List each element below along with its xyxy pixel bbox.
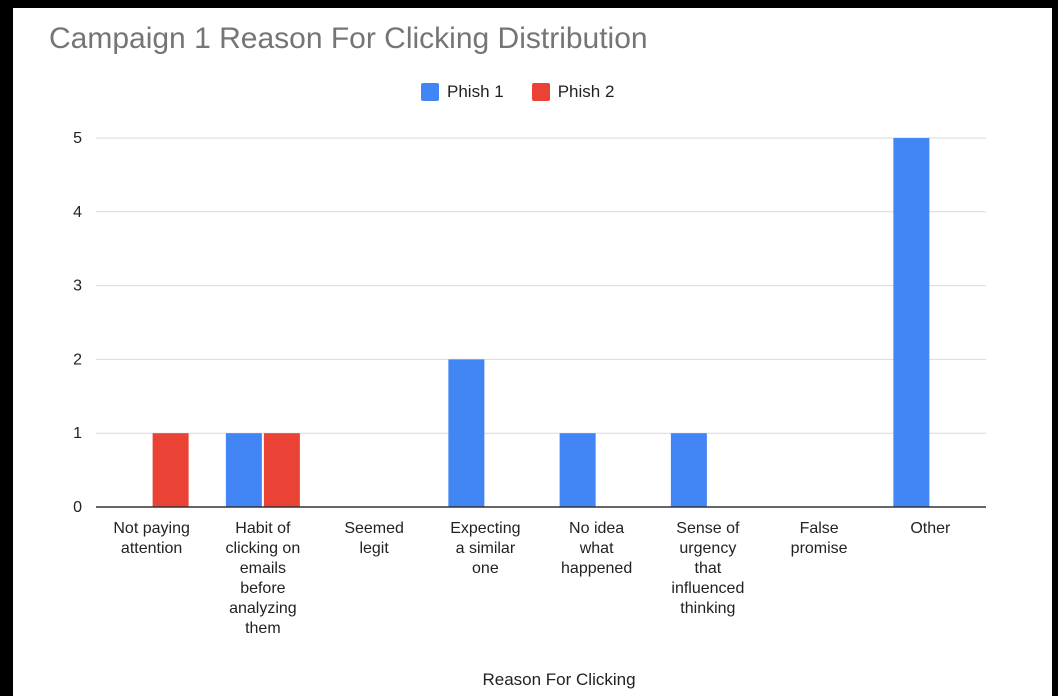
chart-frame: Campaign 1 Reason For Clicking Distribut… xyxy=(13,8,1052,696)
y-tick-label-2: 2 xyxy=(73,351,82,368)
bar-phish-1-cat-1[interactable] xyxy=(225,433,262,507)
legend-swatch-phish-2 xyxy=(531,83,550,101)
bar-phish-2-cat-0[interactable] xyxy=(152,433,189,507)
x-tick-label-5: Sense of urgency that influenced thinking xyxy=(671,520,744,617)
y-tick-label-5: 5 xyxy=(73,130,82,147)
legend-swatch-phish-1 xyxy=(421,83,439,101)
legend-item-phish-1[interactable]: Phish 1 xyxy=(421,82,504,102)
x-tick-label-1: Habit of clicking on emails before analyzing… xyxy=(226,520,301,637)
bar-phish-1-cat-4[interactable] xyxy=(559,433,596,507)
legend-label-phish-2: Phish 2 xyxy=(557,82,615,101)
y-tick-label-4: 4 xyxy=(73,204,82,221)
chart-legend: Phish 1 Phish 2 xyxy=(421,82,642,102)
x-tick-label-0: Not paying attention xyxy=(113,520,190,557)
legend-item-phish-2[interactable]: Phish 2 xyxy=(531,82,615,102)
x-tick-label-4: No idea what happened xyxy=(561,520,632,577)
y-tick-label-3: 3 xyxy=(73,278,82,295)
y-tick-label-0: 0 xyxy=(73,499,82,516)
axis-layer: 0 1 2 3 4 5 Not paying attention Habit of clickin… xyxy=(73,130,986,637)
legend-label-phish-1: Phish 1 xyxy=(447,82,504,101)
y-tick-label-1: 1 xyxy=(73,425,82,442)
bar-phish-1-cat-3[interactable] xyxy=(448,359,485,507)
bar-phish-1-cat-7[interactable] xyxy=(893,138,930,507)
chart-title: Campaign 1 Reason For Clicking Distribut… xyxy=(49,22,648,55)
x-tick-label-3: Expecting a similar one xyxy=(450,520,520,577)
x-tick-label-6: False promise xyxy=(791,520,848,557)
x-tick-label-7: Other xyxy=(910,520,951,537)
x-tick-label-2: Seemed legit xyxy=(344,520,404,557)
bar-phish-1-cat-5[interactable] xyxy=(670,433,707,507)
grid-layer xyxy=(96,137,986,434)
x-axis-title: Reason For Clicking xyxy=(482,670,635,689)
bar-chart: 0 1 2 3 4 5 Not paying attention Habit of clickin… xyxy=(73,130,986,689)
bar-layer xyxy=(152,138,930,507)
bar-phish-2-cat-1[interactable] xyxy=(263,433,300,507)
